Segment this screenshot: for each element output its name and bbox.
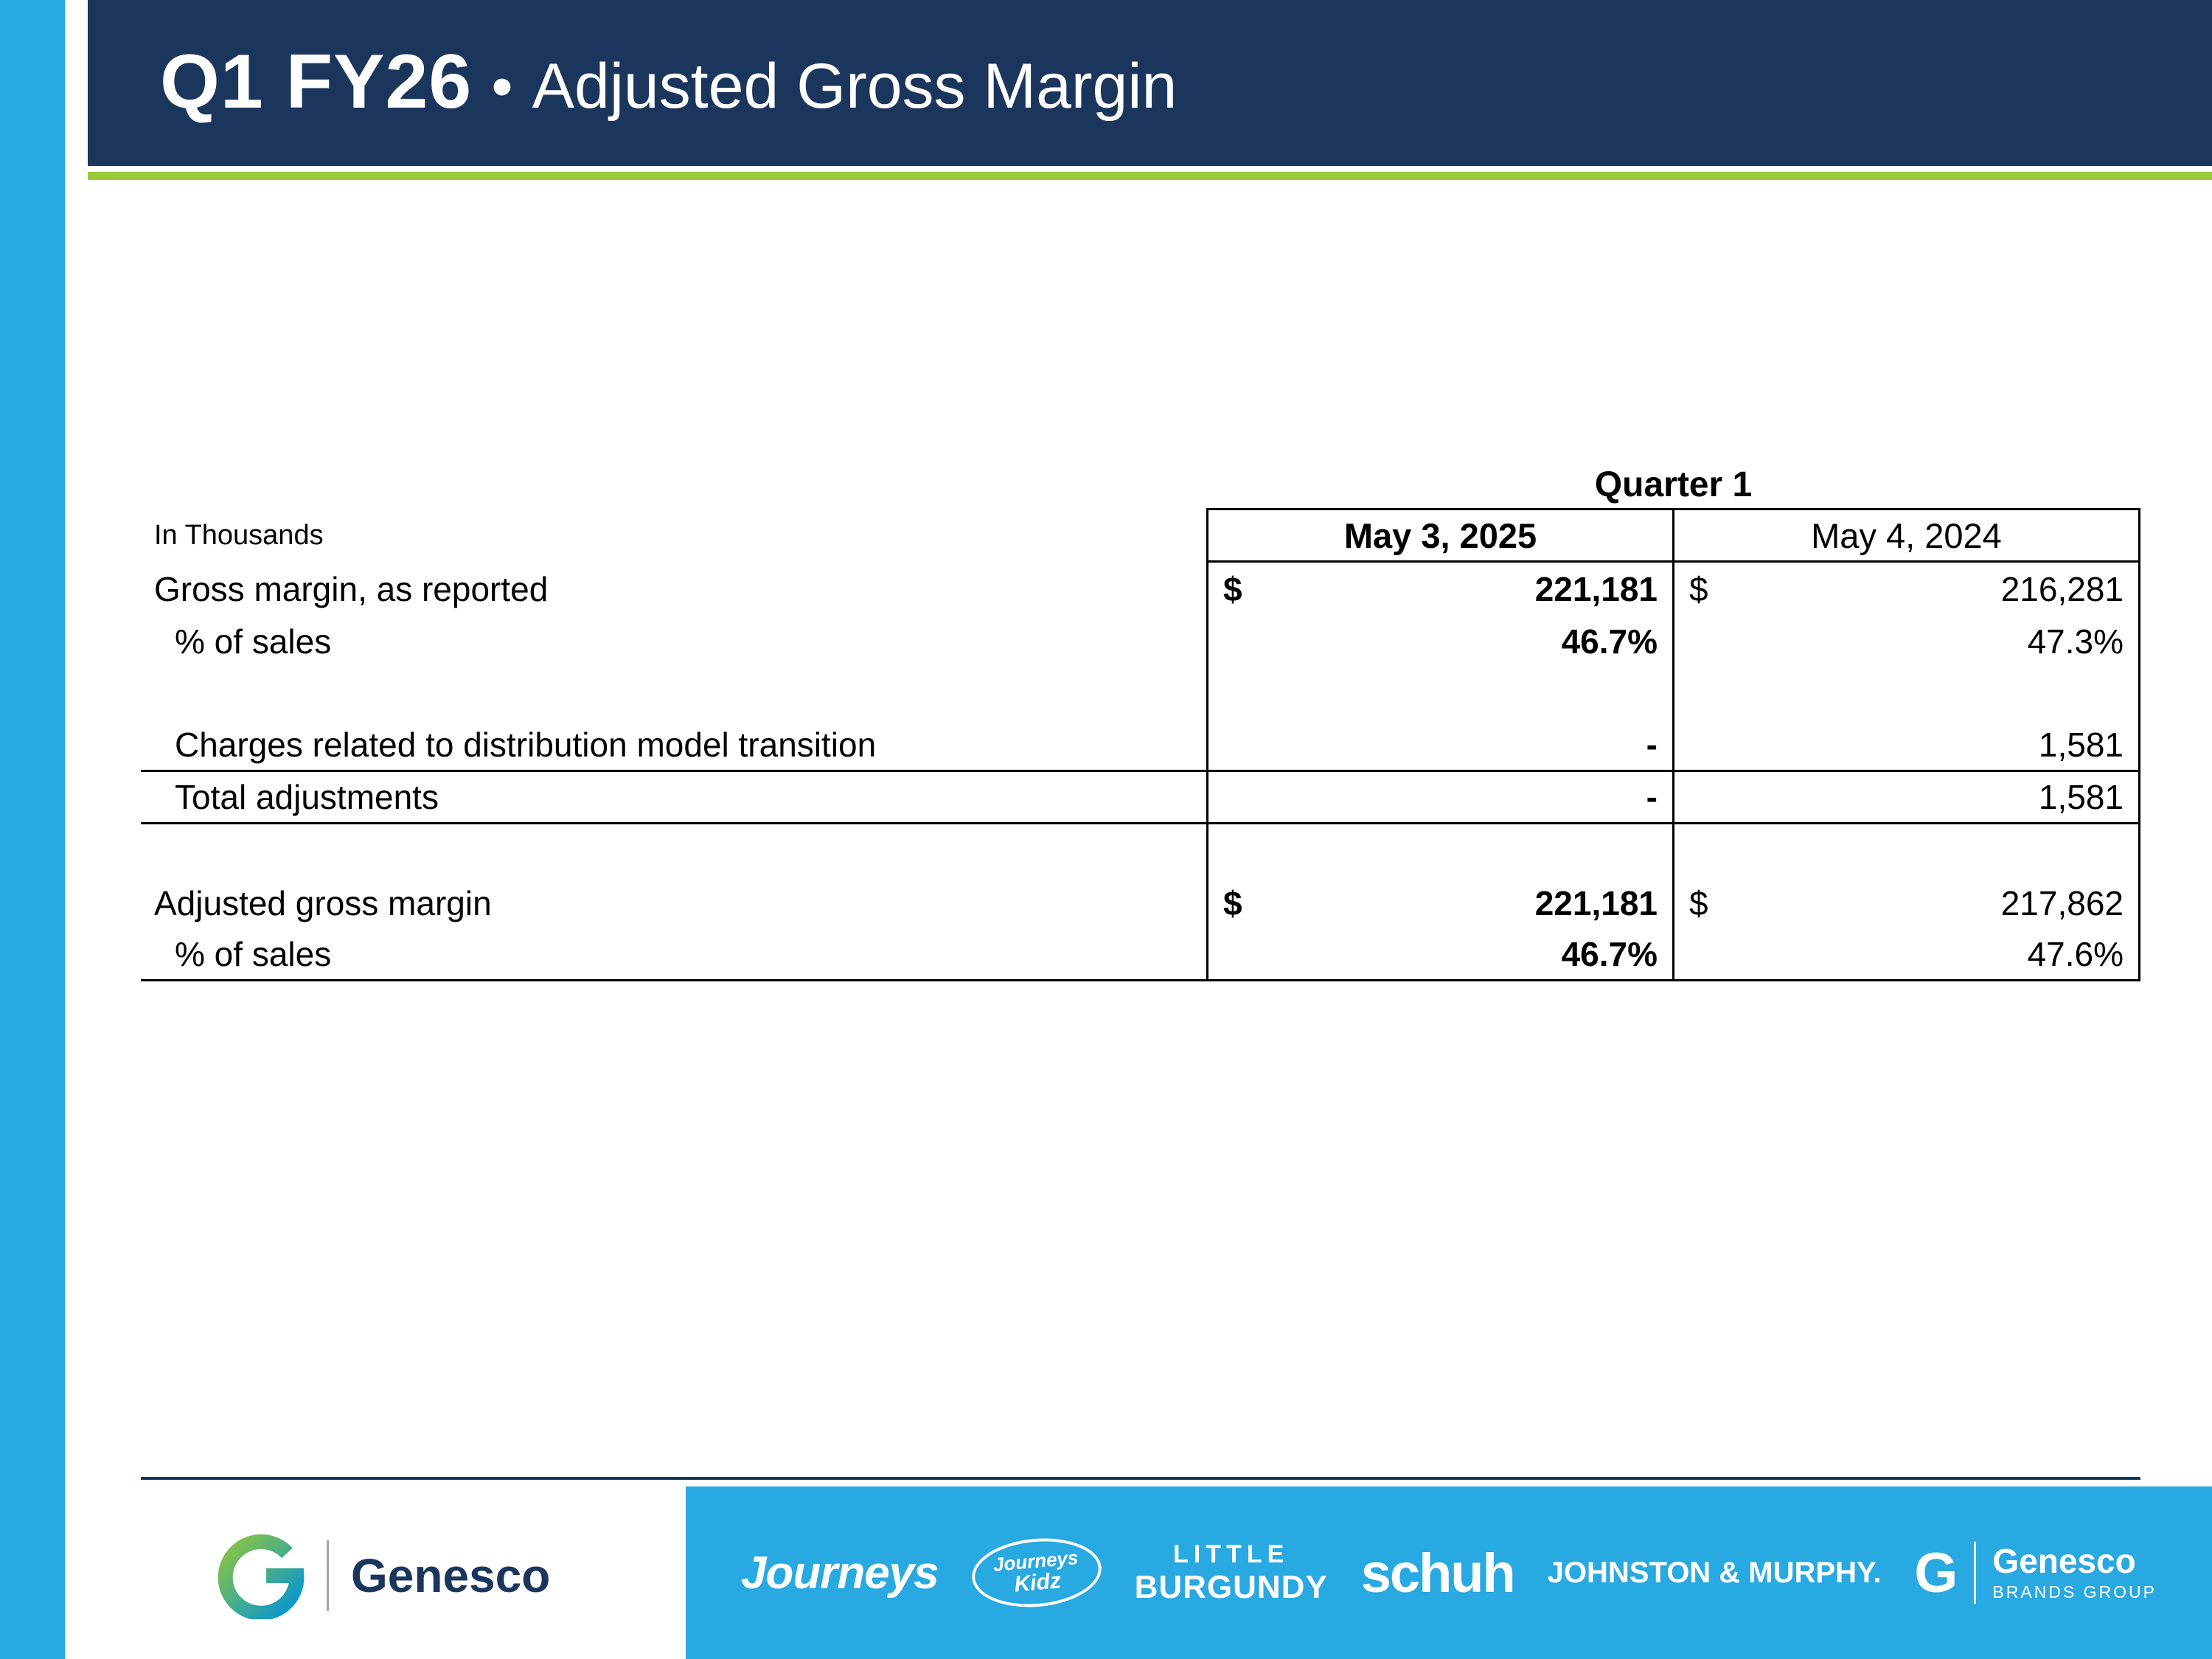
row-label: Gross margin, as reported (154, 569, 549, 608)
cell-value: 47.3% (2027, 622, 2124, 661)
currency-symbol: $ (1689, 883, 1708, 922)
brand-bar: Journeys Journeys Kidz LITTLE BURGUNDY s… (686, 1486, 2212, 1659)
cell-value: - (1646, 778, 1658, 816)
cell-value: 1,581 (2038, 726, 2124, 764)
currency-symbol: $ (1223, 569, 1242, 608)
column-header-may-3-2025: May 3, 2025 (1206, 508, 1672, 563)
value-cell: $ 216,281 (1672, 563, 2140, 615)
value-cell: 1,581 (1672, 720, 2140, 772)
journeys-kidz-logo: Journeys Kidz (968, 1533, 1105, 1613)
cell-value: 46.7% (1561, 622, 1658, 661)
genesco-brands-g-icon: G (1914, 1541, 1958, 1604)
green-divider (88, 172, 2212, 180)
row-label: Adjusted gross margin (154, 883, 492, 922)
row-label: % of sales (141, 929, 1206, 981)
genesco-logo: Genesco (218, 1532, 550, 1619)
genesco-g-icon (218, 1534, 305, 1619)
row-label: % of sales (175, 622, 332, 661)
value-cell (1206, 667, 1672, 720)
value-cell (1672, 824, 2140, 877)
cell-value: 47.6% (2027, 935, 2124, 973)
value-cell: 47.3% (1672, 615, 2140, 667)
row-label: Total adjustments (141, 772, 1206, 824)
value-cell: 47.6% (1672, 929, 2140, 981)
cell-value: 216,281 (2000, 569, 2124, 608)
title-separator: • (491, 52, 513, 121)
financial-table: In Thousands May 3, 2025 May 4, 2024 Gro… (141, 508, 2140, 981)
cell-value: 217,862 (2000, 883, 2124, 922)
column-header-may-4-2024: May 4, 2024 (1672, 508, 2140, 563)
currency-symbol: $ (1223, 883, 1242, 922)
value-cell (1206, 824, 1672, 877)
cell-value: - (1646, 726, 1658, 764)
journeys-kidz-line2: Kidz (1012, 1568, 1062, 1597)
value-cell: 46.7% (1206, 929, 1672, 981)
cell-value: 221,181 (1534, 883, 1658, 922)
genesco-brands-name: Genesco (1992, 1541, 2136, 1580)
quarter-header: Quarter 1 (1594, 465, 1753, 504)
value-cell: $ 217,862 (1672, 877, 2140, 929)
cell-value: 1,581 (2038, 778, 2124, 816)
currency-symbol: $ (1689, 569, 1708, 608)
value-cell: - (1206, 720, 1672, 772)
page-subtitle: Adjusted Gross Margin (532, 51, 1178, 122)
value-cell: - (1206, 772, 1672, 824)
header-bar: Q1 FY26 • Adjusted Gross Margin (88, 0, 2212, 166)
little-burgundy-line2: BURGUNDY (1134, 1568, 1328, 1605)
value-cell: 1,581 (1672, 772, 2140, 824)
value-cell: $ 221,181 (1206, 877, 1672, 929)
row-label (141, 667, 1206, 720)
page-title: Q1 FY26 (160, 39, 473, 125)
genesco-wordmark: Genesco (351, 1549, 551, 1602)
schuh-logo: schuh (1360, 1542, 1516, 1604)
journeys-logo: Journeys (740, 1547, 939, 1599)
genesco-brands-sub: BRANDS GROUP (1992, 1582, 2157, 1601)
little-burgundy-line1: LITTLE (1173, 1540, 1290, 1568)
footer-divider (141, 1477, 2140, 1480)
units-label: In Thousands (154, 519, 324, 551)
johnston-murphy-logo: JOHNSTON & MURPHY. (1547, 1556, 1882, 1589)
financial-table-section: Quarter 1 In Thousands May 3, 2025 May 4… (141, 465, 2140, 981)
row-label: Charges related to distribution model tr… (141, 720, 1206, 772)
value-cell (1672, 667, 2140, 720)
cell-value: 46.7% (1561, 935, 1658, 973)
row-label (141, 824, 1206, 877)
cell-value: 221,181 (1534, 569, 1658, 608)
genesco-brands-group-logo: G Genesco BRANDS GROUP (1914, 1541, 2157, 1605)
little-burgundy-logo: LITTLE BURGUNDY (1135, 1540, 1328, 1606)
value-cell: $ 221,181 (1206, 563, 1672, 615)
logo-divider (327, 1540, 329, 1611)
left-accent-bar (0, 0, 65, 1659)
value-cell: 46.7% (1206, 615, 1672, 667)
logo-divider (1974, 1542, 1977, 1604)
